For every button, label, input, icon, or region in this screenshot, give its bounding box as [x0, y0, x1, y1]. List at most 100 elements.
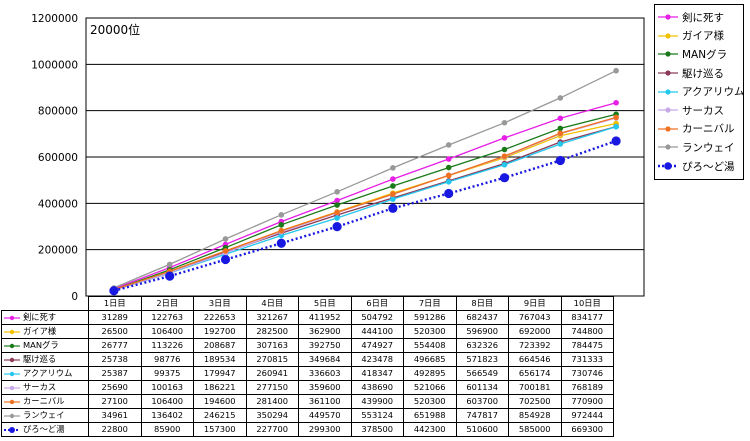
data-point	[334, 209, 340, 216]
table-cell: 520300	[403, 394, 457, 409]
row-swatch-icon	[4, 357, 20, 362]
table-cell: 157300	[193, 422, 247, 437]
data-point	[557, 125, 564, 132]
row-swatch-icon	[4, 371, 20, 376]
table-cell: 179947	[193, 366, 247, 381]
row-series-name: ガイア様	[1, 324, 89, 339]
table-cell: 227700	[245, 422, 299, 437]
row-swatch-icon	[4, 329, 20, 334]
data-point	[501, 153, 508, 159]
table-cell: 669300	[560, 422, 614, 437]
data-point	[445, 172, 452, 179]
table-cell: 700181	[508, 380, 562, 395]
legend-swatch-icon	[658, 144, 678, 151]
legend-item: 駆け巡る	[657, 64, 741, 83]
table-cell: 571823	[455, 352, 509, 367]
data-point	[445, 179, 452, 185]
table-cell: 411952	[298, 310, 352, 325]
data-point	[332, 222, 342, 232]
y-tick-label: 200000	[38, 245, 78, 257]
table-cell: 25690	[88, 380, 142, 395]
data-point	[611, 136, 621, 146]
table-cell: 349684	[298, 352, 352, 367]
data-point	[613, 114, 619, 121]
legend-swatch-icon	[658, 89, 678, 95]
table-cell: 520300	[403, 324, 457, 339]
data-point	[501, 161, 508, 168]
legend-item: カーニバル	[657, 120, 741, 139]
table-cell: 222653	[193, 310, 247, 325]
table-cell: 98776	[140, 352, 194, 367]
table-cell: 361100	[298, 394, 352, 409]
x-category-label: 1日目	[88, 296, 142, 311]
data-point	[557, 141, 564, 147]
table-cell: 692000	[508, 324, 562, 339]
table-cell: 585000	[508, 422, 562, 437]
table-cell: 730746	[560, 366, 614, 381]
table-cell: 972444	[560, 408, 614, 423]
legend-label: ガイア様	[682, 30, 724, 43]
data-point	[557, 115, 564, 122]
y-axis-ticks: 0 200000 400000 600000 800000 1000000 1200000	[31, 13, 78, 300]
table-cell: 496685	[403, 352, 457, 367]
table-cell: 246215	[193, 408, 247, 423]
legend-label: サーカス	[682, 104, 724, 117]
y-tick-label: 1200000	[31, 13, 78, 25]
table-row: ぴろ～ど湯 22800 85900 157300 227700 299300 378500 4…	[1, 422, 614, 437]
row-swatch-icon	[4, 399, 20, 404]
table-cell: 566549	[455, 366, 509, 381]
data-point	[166, 261, 173, 268]
table-cell: 767043	[508, 310, 562, 325]
data-point	[390, 191, 396, 197]
table-cell: 474927	[350, 338, 404, 353]
table-row: ガイア様 26500 106400 192700 282500 362900 444100 5…	[1, 324, 614, 339]
table-cell: 553124	[350, 408, 404, 423]
table-cell: 186221	[193, 380, 247, 395]
series-line	[113, 102, 617, 290]
data-point	[220, 254, 231, 265]
table-cell: 277150	[245, 380, 299, 395]
data-point	[390, 183, 396, 189]
table-cell: 192700	[193, 324, 247, 339]
series-line	[113, 139, 617, 292]
data-point	[390, 165, 396, 171]
table-cell: 423478	[350, 352, 404, 367]
table-cell: 99375	[140, 366, 194, 381]
row-series-name: ぴろ～ど湯	[1, 422, 89, 437]
data-point	[334, 189, 340, 195]
table-cell: 321267	[245, 310, 299, 325]
series-line	[113, 126, 617, 291]
table-header-row: 1日目 2日目 3日目 4日目 5日目 6日目 7日目 8日目 9日目 10日目	[1, 296, 614, 311]
data-point	[222, 248, 229, 254]
row-series-name: MANグラ	[1, 338, 89, 353]
data-point	[276, 238, 286, 248]
table-row: サーカス 25690 100163 186221 277150 359600 438690 5…	[1, 380, 614, 395]
table-cell: 336603	[298, 366, 352, 381]
table-cell: 270815	[245, 352, 299, 367]
data-point	[501, 146, 508, 153]
data-point	[445, 142, 452, 148]
table-cell: 492895	[403, 366, 457, 381]
data-point	[613, 67, 619, 74]
table-cell: 392750	[298, 338, 352, 353]
data-point	[334, 202, 340, 208]
table-cell: 442300	[403, 422, 457, 437]
table-row: 剣に死す 31289 122763 222653 321267 411952 504792 5…	[1, 310, 614, 325]
x-category-label: 4日目	[245, 296, 299, 311]
table-cell: 26777	[88, 338, 142, 353]
table-row: アクアリウム 25387 99375 179947 260941 336603 418347…	[1, 366, 614, 381]
x-category-label: 10日目	[560, 296, 614, 311]
table-cell: 591286	[403, 310, 457, 325]
legend-item: サーカス	[657, 101, 741, 120]
row-swatch-icon	[4, 315, 20, 320]
table-cell: 601134	[455, 380, 509, 395]
table-cell: 449570	[298, 408, 352, 423]
table-cell: 784475	[560, 338, 614, 353]
x-category-label: 3日目	[193, 296, 247, 311]
table-row: カーニバル 27100 106400 194600 281400 361100 439900…	[1, 394, 614, 409]
legend-swatch-icon	[658, 70, 678, 76]
table-cell: 731333	[560, 352, 614, 367]
table-cell: 444100	[350, 324, 404, 339]
y-tick-label: 400000	[38, 198, 78, 210]
table-cell: 106400	[140, 324, 194, 339]
